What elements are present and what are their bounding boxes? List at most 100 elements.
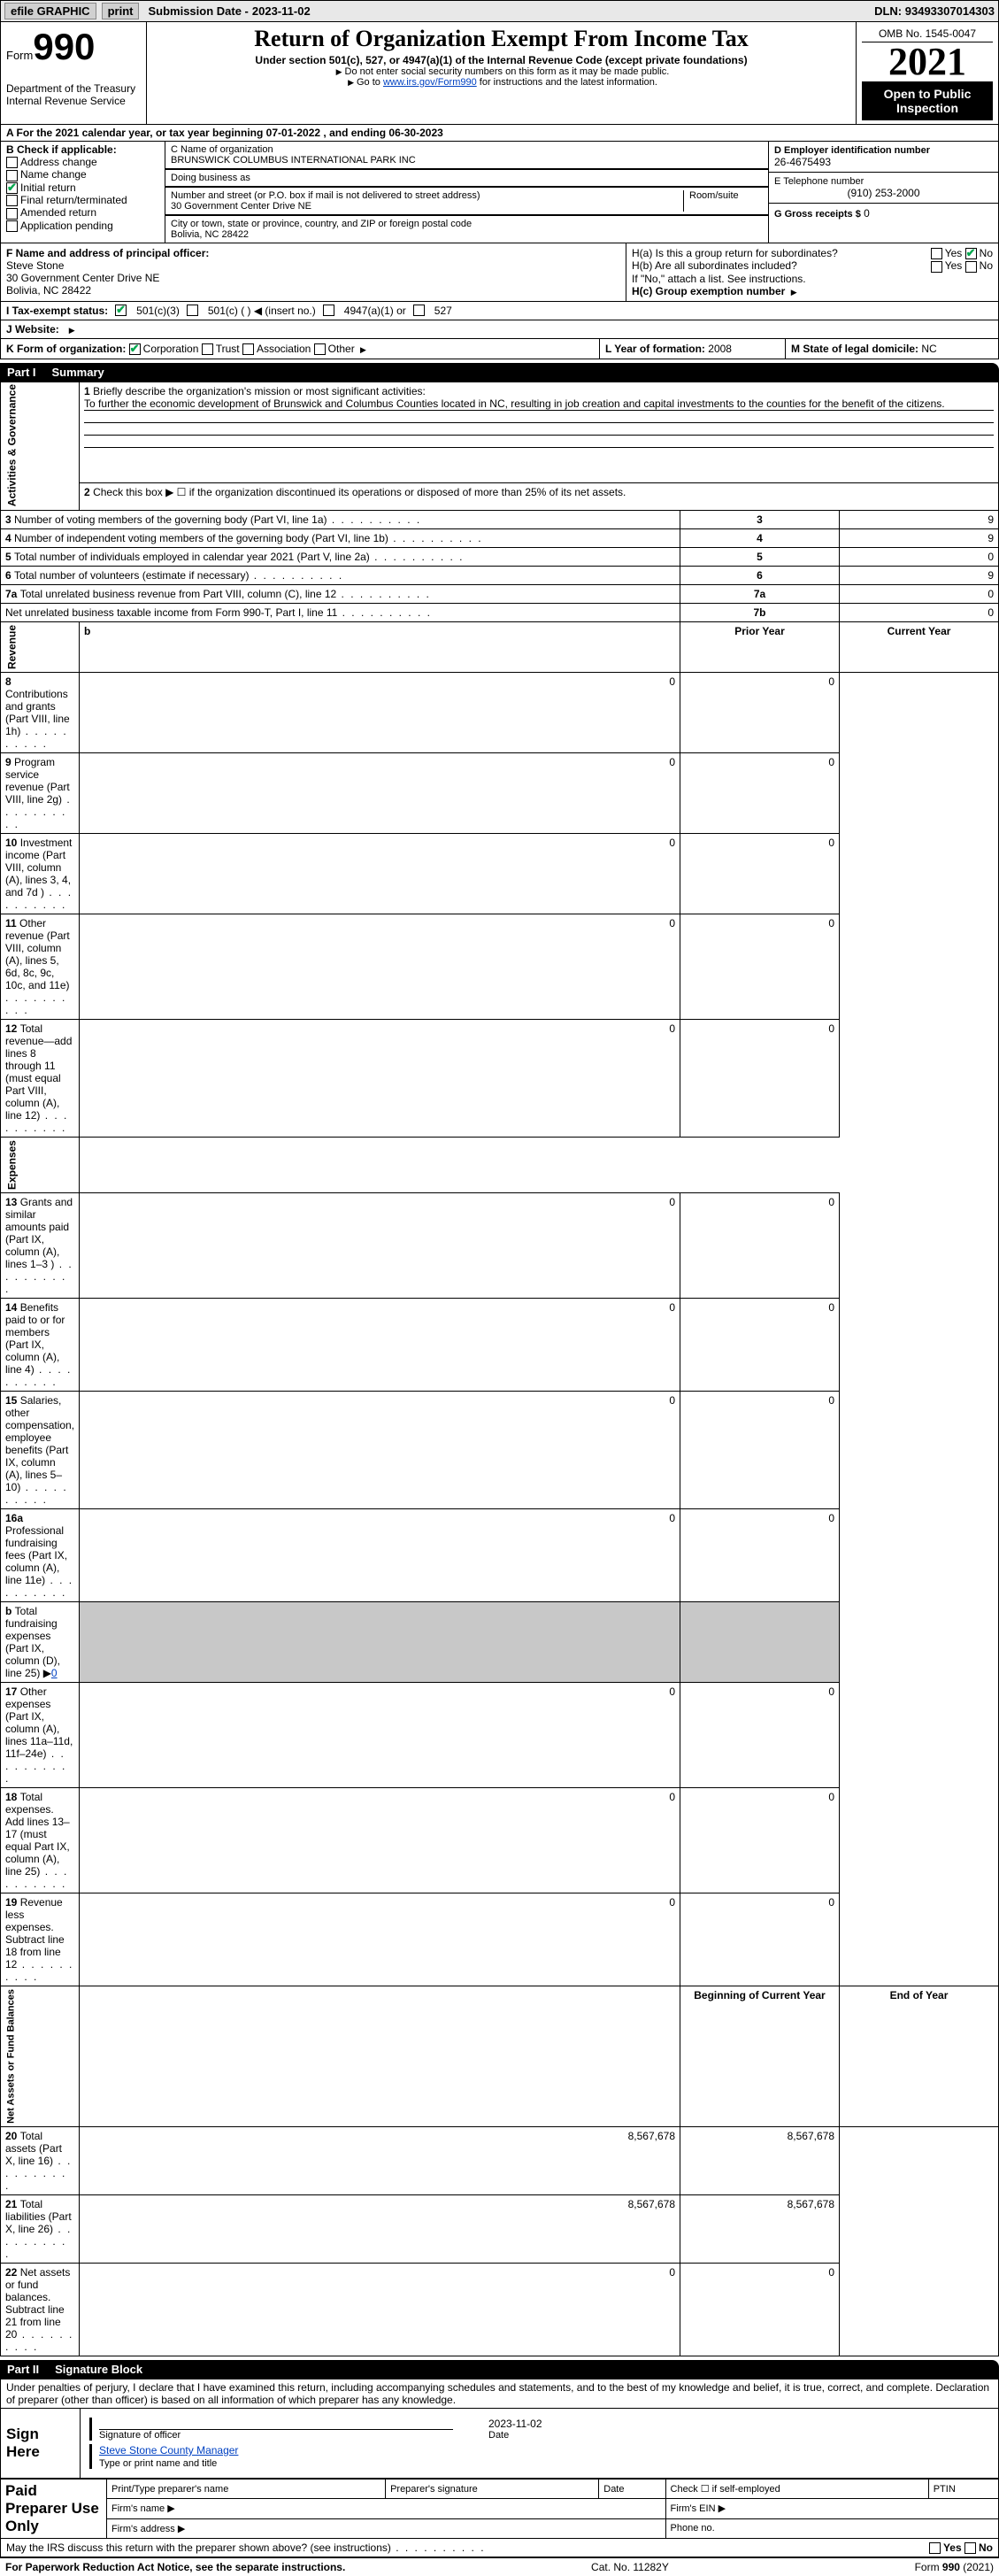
date-label: Date (488, 2430, 509, 2441)
row-k-l-m: K Form of organization: Corporation Trus… (0, 339, 999, 359)
colb-check-0[interactable] (6, 157, 18, 168)
k-assoc-checkbox[interactable] (242, 343, 254, 355)
q2-text: Check this box ▶ ☐ if the organization d… (93, 486, 626, 498)
form-footer: Form 990 (2021) (915, 2561, 994, 2573)
col-b-label: B Check if applicable: (6, 143, 159, 156)
dln-value: 93493307014303 (905, 4, 995, 18)
f-label: F Name and address of principal officer: (6, 247, 620, 259)
firm-phone: Phone no. (665, 2518, 998, 2538)
tel-label: E Telephone number (774, 176, 993, 187)
form-id-box: Form990 Department of the Treasury Inter… (1, 22, 147, 124)
vlabel-expenses: Expenses (1, 1138, 80, 1193)
print-button[interactable]: print (102, 3, 140, 19)
col-f-officer: F Name and address of principal officer:… (1, 243, 626, 301)
org-name-label: C Name of organization (171, 144, 763, 155)
may-irs-row: May the IRS discuss this return with the… (0, 2539, 999, 2557)
prep-date-label: Date (599, 2479, 665, 2498)
colb-label-4: Amended return (20, 206, 96, 219)
hb-yes-checkbox[interactable] (931, 261, 942, 273)
part-ii-header: Part II Signature Block (0, 2360, 999, 2379)
part-i-table: Activities & Governance 1 Briefly descri… (0, 382, 999, 2356)
current-year-header: Current Year (840, 622, 999, 673)
m-label: M State of legal domicile: (791, 343, 918, 355)
vlabel-revenue: Revenue (1, 622, 80, 673)
firm-addr: Firm's address ▶ (107, 2518, 666, 2538)
part-i-name: Summary (52, 366, 104, 379)
colb-check-3[interactable] (6, 195, 18, 206)
ha-label: H(a) Is this a group return for subordin… (632, 247, 838, 259)
top-bar: efile GRAPHIC print Submission Date - 20… (0, 0, 999, 22)
type-name-label: Type or print name and title (99, 2458, 217, 2469)
k-trust-checkbox[interactable] (202, 343, 213, 355)
city-value: Bolivia, NC 28422 (171, 229, 763, 240)
gross-label: G Gross receipts $ (774, 209, 861, 220)
j-label: J Website: (6, 323, 59, 335)
col-h-group: H(a) Is this a group return for subordin… (626, 243, 998, 301)
part-i-label: Part I (7, 366, 52, 379)
firm-name: Firm's name ▶ (107, 2499, 666, 2518)
f-addr2: Bolivia, NC 28422 (6, 284, 620, 297)
firm-ein: Firm's EIN ▶ (665, 2499, 998, 2518)
dba-label: Doing business as (171, 173, 763, 183)
ha-yes-checkbox[interactable] (931, 248, 942, 259)
note-ssn: Do not enter social security numbers on … (152, 66, 850, 77)
form-number: 990 (33, 26, 95, 67)
gross-value: 0 (864, 207, 870, 220)
row-i-tax-status: I Tax-exempt status: 501(c)(3) 501(c) ( … (0, 302, 999, 320)
room-label: Room/suite (689, 190, 763, 201)
irs-link[interactable]: www.irs.gov/Form990 (383, 77, 477, 88)
part-ii-label: Part II (7, 2363, 55, 2376)
m-value: NC (921, 343, 936, 355)
vlabel-activities: Activities & Governance (1, 382, 80, 510)
tel-value: (910) 253-2000 (774, 187, 993, 199)
may-irs-yes-checkbox[interactable] (929, 2542, 941, 2554)
colb-check-5[interactable] (6, 220, 18, 232)
prep-sig-label: Preparer's signature (386, 2479, 599, 2498)
i-501c-checkbox[interactable] (187, 305, 198, 316)
form-header: Form990 Department of the Treasury Inter… (0, 22, 999, 125)
header-right-box: OMB No. 1545-0047 2021 Open to Public In… (857, 22, 998, 124)
colb-check-1[interactable] (6, 170, 18, 181)
vlabel-netassets: Net Assets or Fund Balances (1, 1986, 80, 2127)
row-j-website: J Website: (0, 320, 999, 339)
officer-name-link[interactable]: Steve Stone County Manager (99, 2444, 238, 2456)
part-i-header: Part I Summary (0, 363, 999, 382)
org-name: BRUNSWICK COLUMBUS INTERNATIONAL PARK IN… (171, 155, 763, 166)
sign-here-label: Sign Here (1, 2409, 81, 2478)
colb-check-2[interactable] (6, 182, 18, 194)
k-other-checkbox[interactable] (314, 343, 326, 355)
hb-label: H(b) Are all subordinates included? (632, 259, 797, 272)
colb-check-4[interactable] (6, 208, 18, 220)
preparer-table: Paid Preparer Use Only Print/Type prepar… (0, 2479, 999, 2539)
cat-no: Cat. No. 11282Y (591, 2561, 669, 2573)
submission-date: 2023-11-02 (252, 4, 311, 18)
hb-no-checkbox[interactable] (965, 261, 977, 273)
i-501c3-checkbox[interactable] (115, 305, 127, 316)
sig-officer-label: Signature of officer (99, 2430, 453, 2441)
f-addr1: 30 Government Center Drive NE (6, 272, 620, 284)
header-title-box: Return of Organization Exempt From Incom… (147, 22, 857, 124)
city-label: City or town, state or province, country… (171, 219, 763, 229)
begin-year-header: Beginning of Current Year (680, 1986, 840, 2127)
col-d-ein: D Employer identification number 26-4675… (768, 142, 998, 243)
q1-label: Briefly describe the organization's miss… (93, 385, 426, 397)
note-goto: Go to www.irs.gov/Form990 for instructio… (152, 77, 850, 88)
i-label: I Tax-exempt status: (6, 305, 108, 317)
k-corp-checkbox[interactable] (129, 343, 141, 355)
declaration-text: Under penalties of perjury, I declare th… (0, 2379, 999, 2409)
colb-label-3: Final return/terminated (20, 194, 127, 206)
officer-signature-field[interactable]: 2023-11-02 Signature of officer Date (89, 2418, 993, 2441)
may-irs-no-checkbox[interactable] (964, 2542, 976, 2554)
efile-button[interactable]: efile GRAPHIC (4, 3, 96, 19)
i-527-checkbox[interactable] (413, 305, 425, 316)
ha-no-checkbox[interactable] (965, 248, 977, 259)
street-label: Number and street (or P.O. box if mail i… (171, 190, 683, 201)
colb-label-5: Application pending (20, 220, 113, 232)
i-4947-checkbox[interactable] (323, 305, 334, 316)
pra-notice: For Paperwork Reduction Act Notice, see … (5, 2561, 345, 2573)
fundraising-link[interactable]: 0 (51, 1667, 58, 1679)
prior-year-header: Prior Year (680, 622, 840, 673)
prep-name-label: Print/Type preparer's name (107, 2479, 386, 2498)
prep-selfemp: Check ☐ if self-employed (665, 2479, 928, 2498)
hb-note: If "No," attach a list. See instructions… (632, 273, 993, 285)
